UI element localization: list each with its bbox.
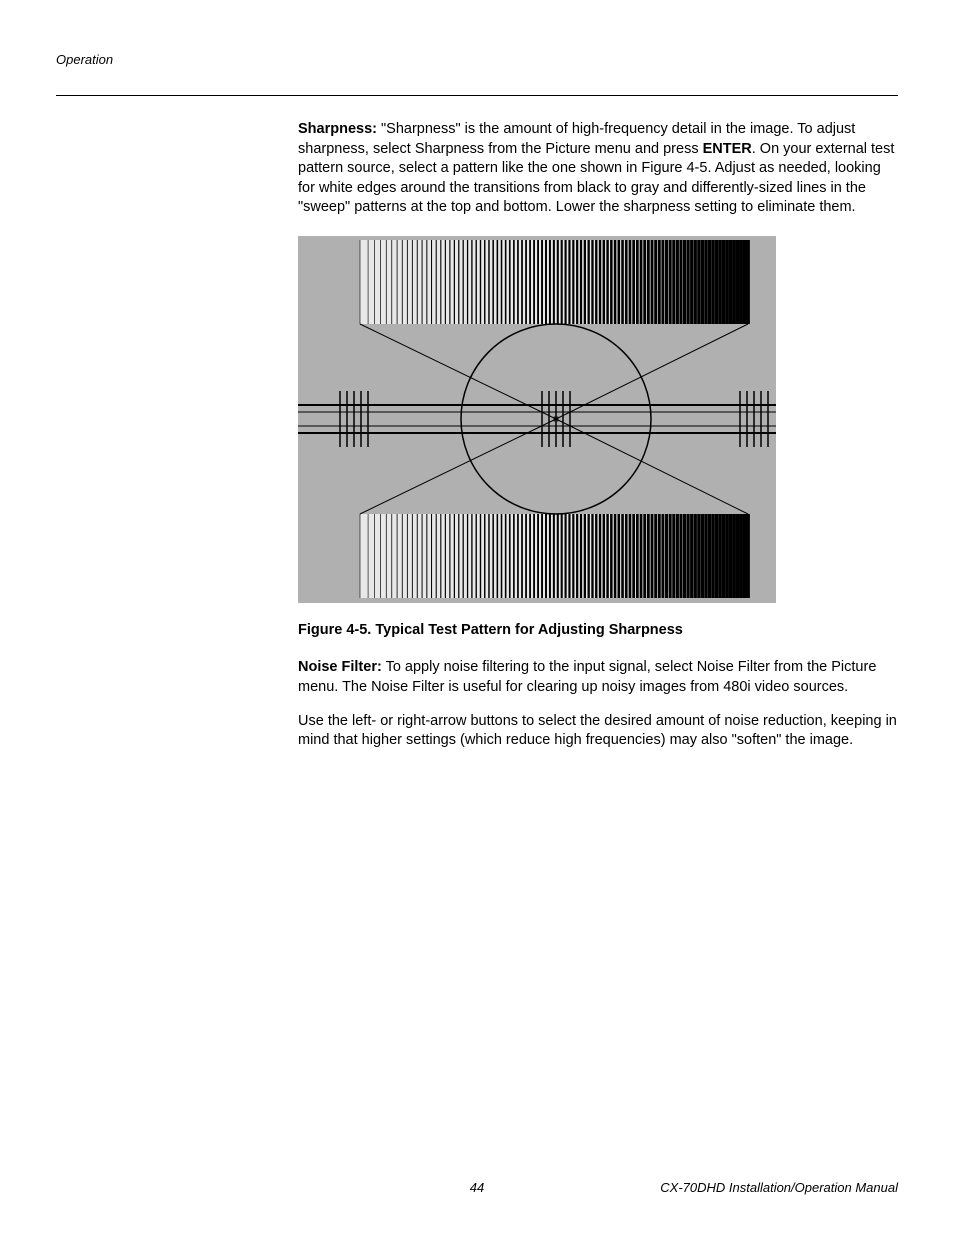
section-header: Operation xyxy=(56,52,898,67)
figure-caption: Figure 4-5. Typical Test Pattern for Adj… xyxy=(298,621,898,641)
sharpness-label: Sharpness: xyxy=(298,121,377,137)
sharpness-paragraph: Sharpness: "Sharpness" is the amount of … xyxy=(298,120,898,218)
header-rule xyxy=(56,95,898,96)
noise-filter-paragraph: Noise Filter: To apply noise filtering t… xyxy=(298,658,898,697)
noise-filter-label: Noise Filter: xyxy=(298,659,382,675)
arrow-paragraph: Use the left- or right-arrow buttons to … xyxy=(298,712,898,751)
noise-filter-text: To apply noise filtering to the input si… xyxy=(298,659,876,695)
document-page: Operation Sharpness: "Sharpness" is the … xyxy=(0,0,954,1235)
page-footer: 44 CX-70DHD Installation/Operation Manua… xyxy=(56,1180,898,1195)
enter-key: ENTER xyxy=(703,141,752,157)
figure-4-5 xyxy=(298,236,898,603)
page-number: 44 xyxy=(470,1180,484,1195)
doc-title: CX-70DHD Installation/Operation Manual xyxy=(660,1180,898,1195)
test-pattern-svg xyxy=(298,236,776,603)
body-content: Sharpness: "Sharpness" is the amount of … xyxy=(298,120,898,751)
